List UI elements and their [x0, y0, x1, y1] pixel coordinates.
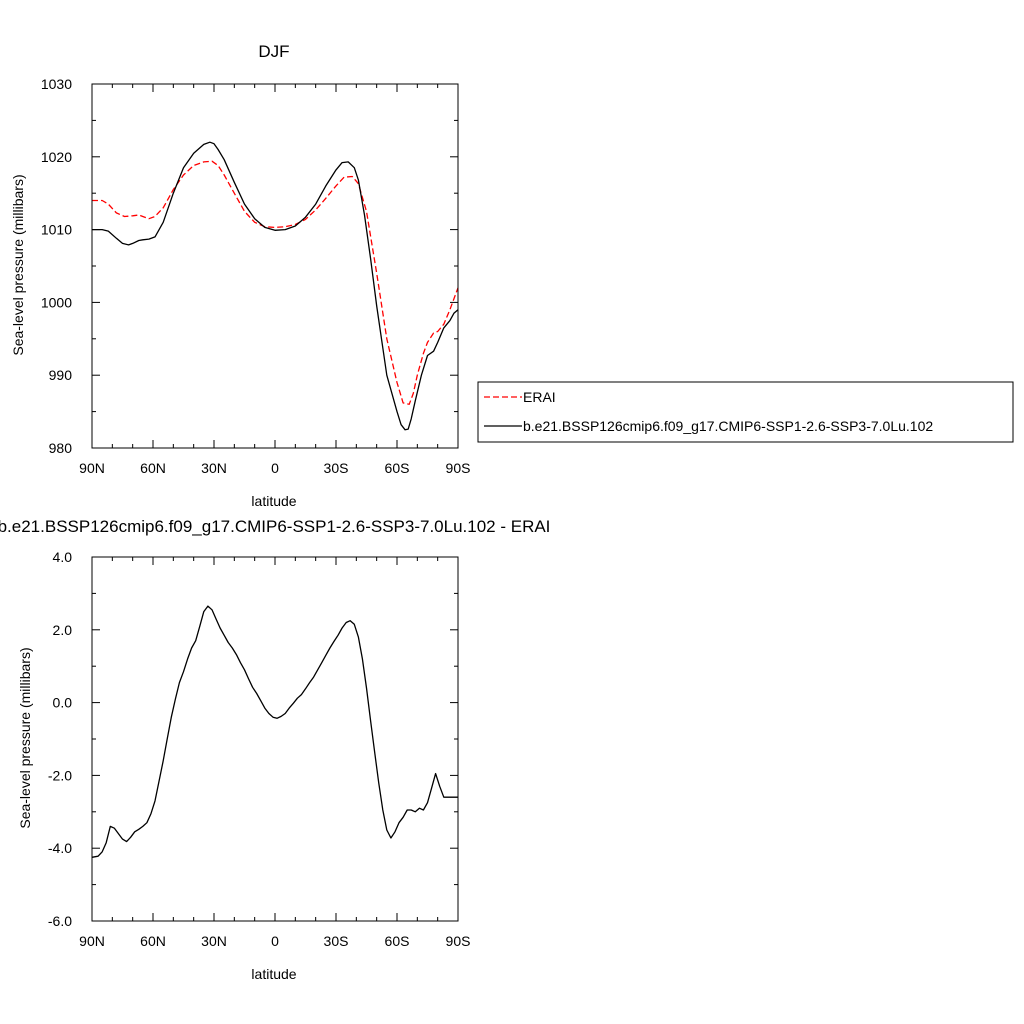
bottom-series-line-0: [91, 605, 458, 858]
legend: ERAI b.e21.BSSP126cmip6.f09_g17.CMIP6-SS…: [477, 381, 1014, 443]
top-x-tick-label: 30N: [201, 460, 227, 476]
top-y-tick-label: 990: [49, 367, 73, 383]
top-y-tick-label: 1000: [41, 294, 72, 310]
top-y-tick-label: 1010: [41, 222, 72, 238]
bottom-x-tick-label: 30S: [324, 933, 349, 949]
top-x-tick-label: 60N: [140, 460, 166, 476]
legend-box: [477, 381, 1014, 443]
top-plot-frame: [91, 83, 459, 449]
legend-label-model: b.e21.BSSP126cmip6.f09_g17.CMIP6-SSP1-2.…: [523, 418, 933, 434]
bottom-tick-labels: 90N 60N 30N 0 30S 60S 90S -6.0 -4.0 -2.0 0.0 2.0 4.0: [48, 549, 471, 949]
top-tick-labels: 90N 60N 30N 0 30S 60S 90S 980 990 1000 1010 1020 103…: [41, 76, 471, 476]
bottom-x-tick-label: 90S: [446, 933, 471, 949]
legend-label-erai: ERAI: [523, 389, 556, 405]
top-x-tick-label: 90N: [79, 460, 105, 476]
bottom-x-axis-label: latitude: [251, 966, 296, 982]
top-axis-ticks: [91, 83, 459, 449]
bottom-plot-frame: [91, 556, 459, 922]
top-panel: DJF Sea-level pressure (millibars) latit…: [10, 42, 470, 509]
bottom-axis-ticks: [91, 556, 459, 922]
bottom-y-tick-label: 0.0: [53, 695, 73, 711]
top-x-tick-label: 60S: [385, 460, 410, 476]
bottom-y-tick-label: 4.0: [53, 549, 73, 565]
top-x-axis-label: latitude: [251, 493, 296, 509]
top-y-axis-label: Sea-level pressure (millibars): [10, 174, 26, 355]
bottom-y-tick-label: -6.0: [48, 913, 72, 929]
bottom-y-tick-label: -2.0: [48, 767, 72, 783]
top-x-tick-label: 0: [271, 460, 279, 476]
top-y-tick-label: 1020: [41, 149, 72, 165]
top-y-tick-label: 980: [49, 440, 73, 456]
top-x-tick-label: 30S: [324, 460, 349, 476]
bottom-x-tick-label: 60S: [385, 933, 410, 949]
bottom-x-tick-label: 90N: [79, 933, 105, 949]
bottom-chart-title: b.e21.BSSP126cmip6.f09_g17.CMIP6-SSP1-2.…: [0, 517, 550, 536]
bottom-x-tick-label: 60N: [140, 933, 166, 949]
top-y-tick-label: 1030: [41, 76, 72, 92]
top-x-tick-label: 90S: [446, 460, 471, 476]
bottom-y-axis-label: Sea-level pressure (millibars): [17, 647, 33, 828]
bottom-x-tick-label: 30N: [201, 933, 227, 949]
top-series-line-0: [92, 160, 459, 405]
bottom-y-tick-label: 2.0: [53, 622, 73, 638]
bottom-y-tick-label: -4.0: [48, 840, 72, 856]
top-series-line-1: [92, 141, 459, 431]
bottom-series-lines: [91, 605, 458, 858]
top-chart-title: DJF: [258, 42, 289, 61]
bottom-x-tick-label: 0: [271, 933, 279, 949]
top-series-lines: [92, 141, 459, 431]
bottom-panel: b.e21.BSSP126cmip6.f09_g17.CMIP6-SSP1-2.…: [0, 517, 550, 982]
